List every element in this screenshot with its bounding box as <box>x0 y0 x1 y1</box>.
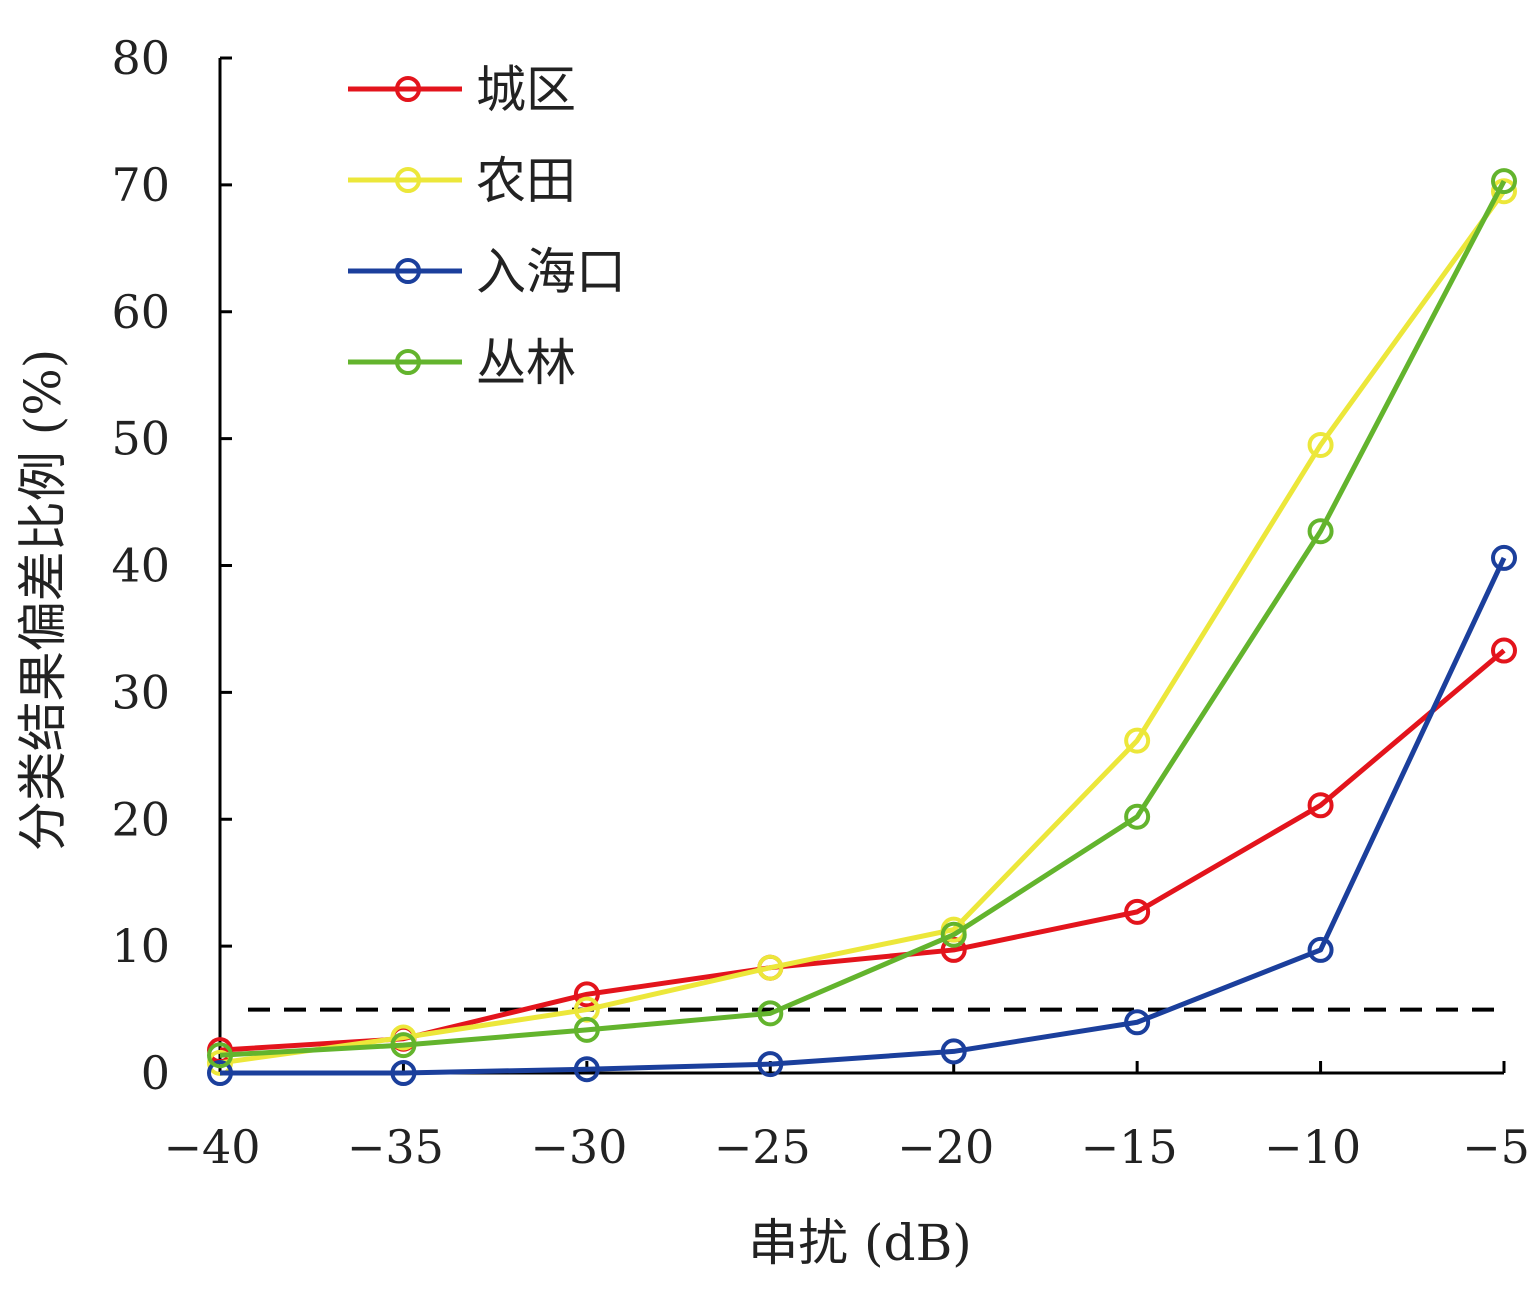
data-point-marker <box>1124 803 1151 830</box>
legend-label: 丛林 <box>476 334 576 392</box>
y-tick-label: 30 <box>111 665 170 719</box>
y-tick-label: 0 <box>141 1046 170 1100</box>
legend-swatch-marker <box>395 349 421 375</box>
x-tick-label: −35 <box>347 1120 444 1174</box>
x-tick-label: −25 <box>714 1120 811 1174</box>
legend-item: 丛林 <box>348 334 576 392</box>
legend-swatch-marker <box>395 167 421 193</box>
data-point-marker <box>1491 544 1517 571</box>
legend-label: 城区 <box>476 61 576 119</box>
legend-item: 农田 <box>348 152 576 210</box>
data-point-marker <box>573 1016 600 1043</box>
x-tick-label: −15 <box>1081 1120 1178 1174</box>
legend-swatch-marker <box>395 76 421 102</box>
series-1 <box>207 637 1517 1064</box>
data-point-marker <box>1124 898 1151 925</box>
data-point-marker <box>1491 637 1517 664</box>
data-point-marker <box>1307 431 1334 458</box>
ticks <box>218 56 1506 1075</box>
data-point-marker <box>757 1000 784 1027</box>
data-point-marker <box>1307 518 1334 545</box>
y-tick-label: 20 <box>111 792 170 846</box>
data-point-marker <box>573 1056 600 1083</box>
data-point-marker <box>940 1038 967 1065</box>
y-tick-label: 10 <box>111 919 170 973</box>
series-line <box>219 189 1507 1066</box>
x-axis-title: 串扰 (dB) <box>748 1214 972 1272</box>
data-point-marker <box>207 1060 233 1086</box>
tick-labels: 0 10 20 30 40 50 60 70 80 −40 −35 −30 −25 −20 −15 −10 −5 <box>111 31 1529 1174</box>
data-point-marker <box>1124 1009 1151 1036</box>
y-tick-label: 60 <box>111 285 170 339</box>
data-point-marker <box>1124 727 1151 754</box>
legend-item: 入海口 <box>348 243 626 301</box>
data-point-marker <box>573 981 600 1008</box>
data-point-marker <box>390 1032 417 1059</box>
data-point-marker <box>757 954 784 981</box>
series-4 <box>207 168 1517 1069</box>
y-axis-title: 分类结果偏差比例 (%) <box>14 349 72 851</box>
legend-label: 农田 <box>476 152 576 210</box>
x-tick-label: −10 <box>1264 1120 1361 1174</box>
series-line <box>220 556 1507 1076</box>
data-point-marker <box>1307 792 1334 819</box>
y-tick-label: 70 <box>111 158 170 212</box>
series-line <box>219 648 1506 1053</box>
y-tick-label: 50 <box>111 412 170 466</box>
x-tick-label: −30 <box>530 1120 627 1174</box>
legend-swatch-marker <box>395 258 421 284</box>
y-tick-label: 40 <box>111 539 170 593</box>
series-3 <box>207 544 1517 1086</box>
series-line <box>219 179 1507 1058</box>
series-group <box>207 168 1517 1086</box>
data-point-marker <box>207 1042 233 1069</box>
legend-label: 入海口 <box>476 243 626 301</box>
data-point-marker <box>940 921 967 948</box>
legend-item: 城区 <box>348 61 576 119</box>
axes <box>218 58 1506 1075</box>
data-point-marker <box>1491 168 1517 195</box>
data-point-marker <box>757 1051 784 1078</box>
data-point-marker <box>390 1060 417 1086</box>
y-tick-label: 80 <box>111 31 170 85</box>
data-point-marker <box>1307 936 1334 963</box>
data-point-marker <box>390 1024 417 1051</box>
x-tick-label: −5 <box>1462 1120 1530 1174</box>
x-tick-label: −40 <box>163 1120 260 1174</box>
x-tick-label: −20 <box>897 1120 994 1174</box>
data-point-marker <box>1491 178 1517 205</box>
